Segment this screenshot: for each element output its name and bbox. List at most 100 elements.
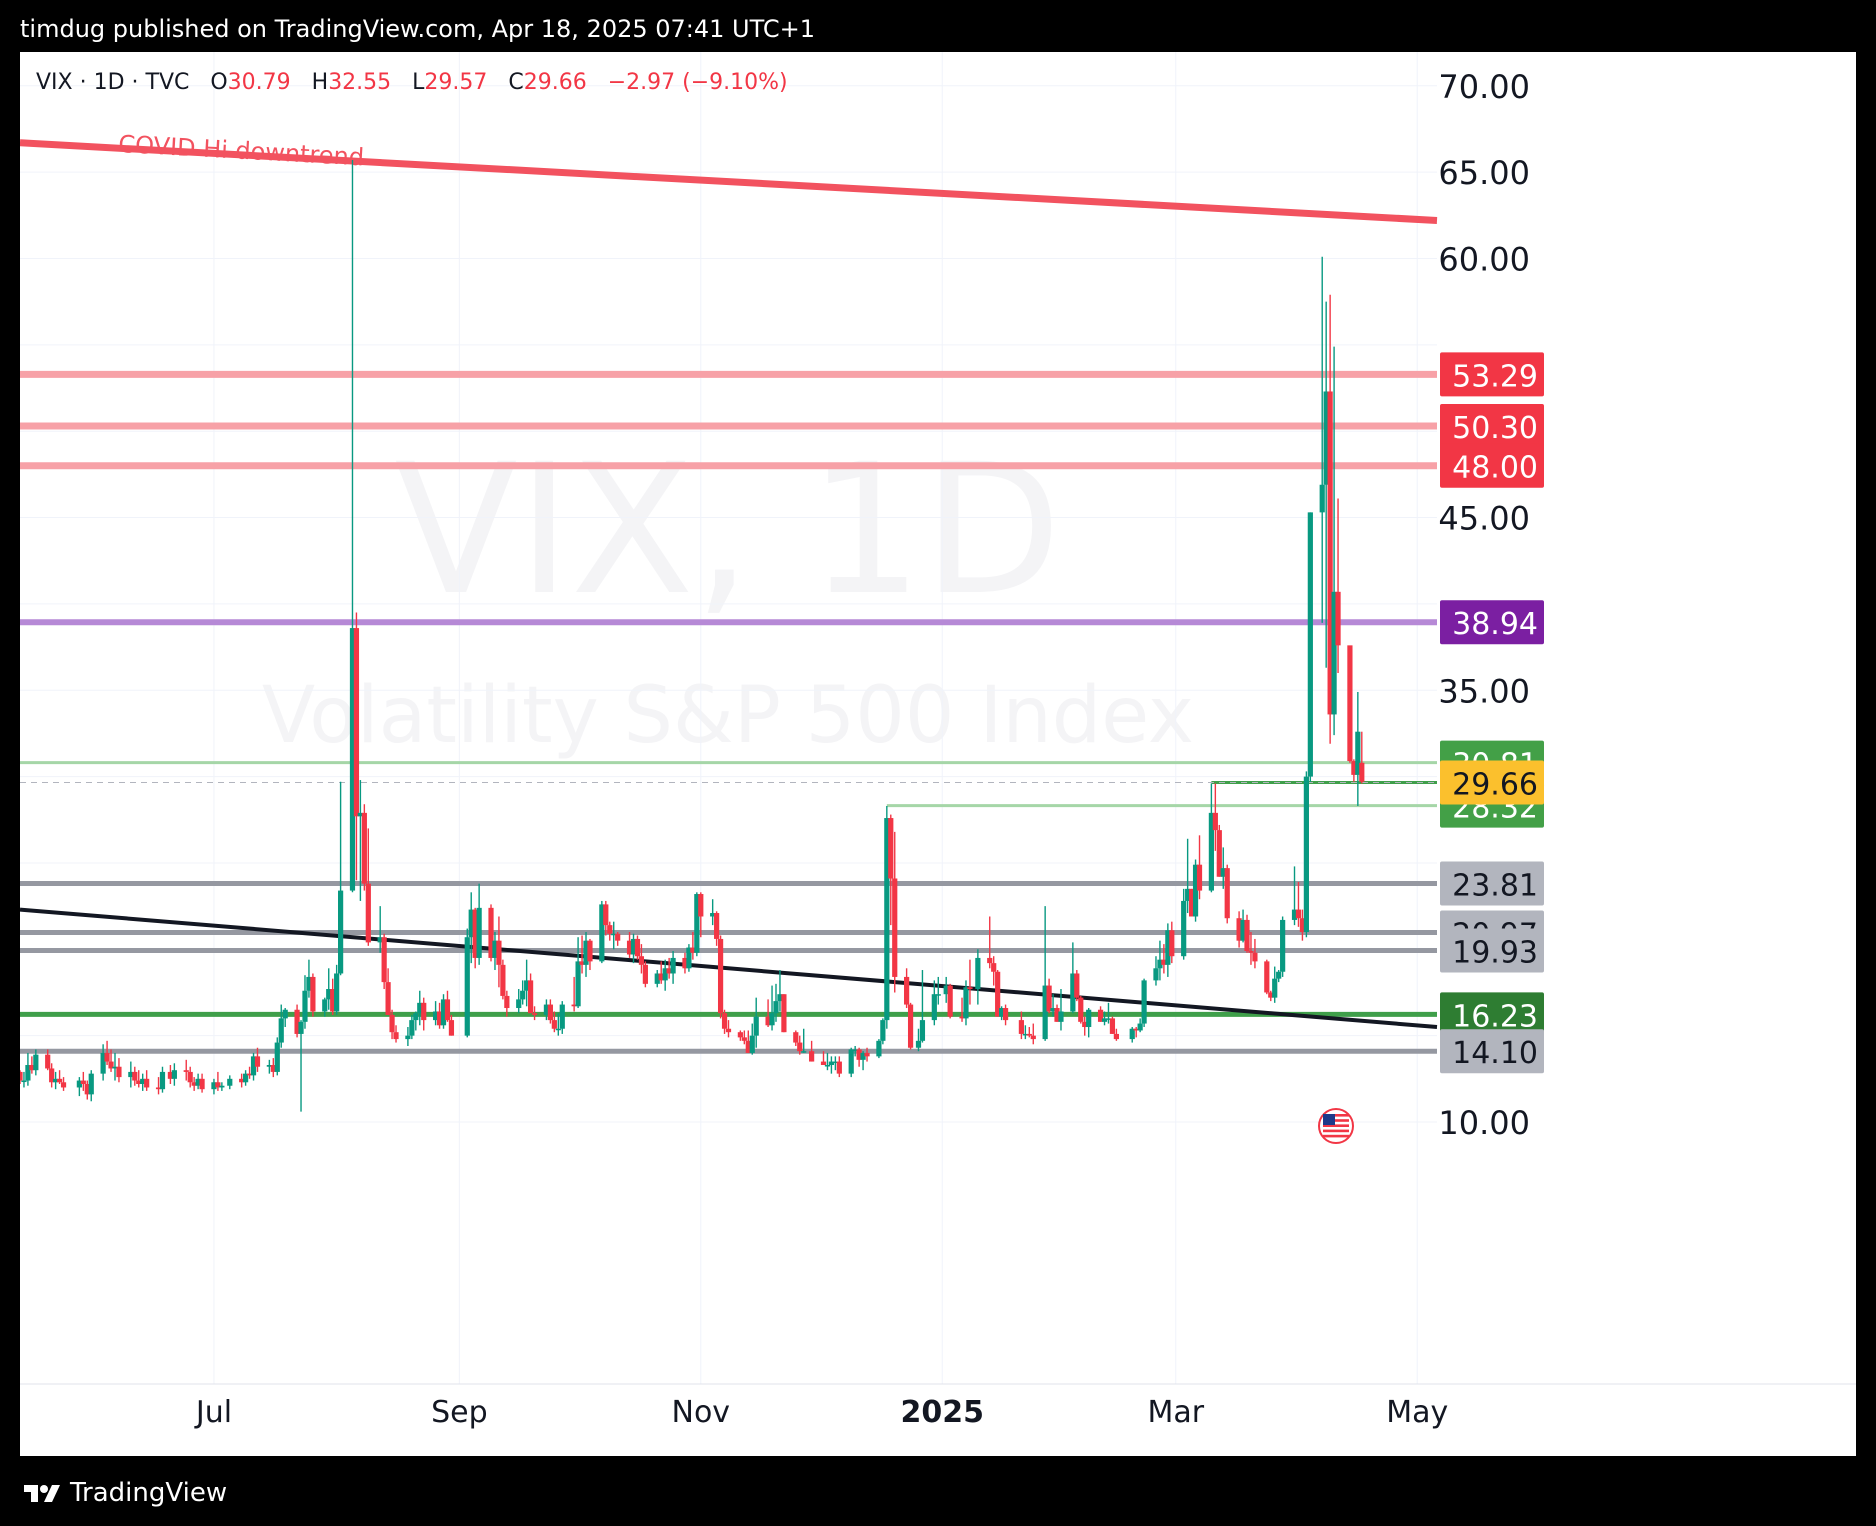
candle-body xyxy=(53,1078,59,1083)
candle-body xyxy=(852,1049,858,1051)
candle-body xyxy=(749,1035,755,1053)
time-tick-label: May xyxy=(1386,1395,1448,1430)
candle-body xyxy=(797,1042,803,1052)
candle-body xyxy=(915,1040,922,1048)
candles xyxy=(20,160,1365,1112)
trendline-label: COVID Hi downtrend xyxy=(118,130,365,171)
price-label-box xyxy=(1440,404,1544,449)
candle-body xyxy=(500,964,506,996)
candle-body xyxy=(29,1065,35,1071)
candle-body xyxy=(765,1016,771,1026)
candle-body xyxy=(468,909,474,938)
candle-body xyxy=(773,1001,779,1014)
candle-body xyxy=(1181,900,1187,957)
candle-body xyxy=(1240,919,1246,941)
flag-stripe xyxy=(1323,1124,1349,1127)
candle-body xyxy=(1030,1035,1036,1040)
candle-body xyxy=(848,1049,854,1074)
candle-body xyxy=(547,1004,553,1021)
candle-body xyxy=(80,1080,86,1085)
watermark-symbol: VIX, 1D xyxy=(394,426,1061,635)
candle-body xyxy=(642,964,648,984)
candle-body xyxy=(666,968,672,974)
candle-body xyxy=(1188,888,1195,917)
chart-panel[interactable]: VIX, 1D Volatility S&P 500 Index COVID Hi… xyxy=(20,52,1856,1456)
candle-body xyxy=(250,1056,257,1076)
candle-body xyxy=(274,1042,280,1072)
candle-body xyxy=(599,904,605,962)
candle-body xyxy=(132,1071,138,1081)
candle-body xyxy=(1086,1009,1092,1028)
candle-body xyxy=(1157,959,1163,969)
candle-body xyxy=(520,990,526,1000)
candle-body xyxy=(820,1061,827,1066)
candle-body xyxy=(1082,1021,1088,1028)
price-axis[interactable]: 10.00 35.00 45.00 60.00 65.00 70.00 xyxy=(1438,68,1530,1142)
candle-body xyxy=(227,1078,233,1086)
candle-body xyxy=(326,989,332,1000)
candle-body xyxy=(88,1073,94,1095)
candle-body xyxy=(104,1052,110,1062)
candle-body xyxy=(155,1087,162,1090)
candle-body xyxy=(579,961,585,965)
us-flag-icon[interactable] xyxy=(1318,1108,1354,1144)
flag-stripe xyxy=(1323,1134,1349,1138)
candle-body xyxy=(1105,1018,1112,1020)
candle-body xyxy=(809,1051,815,1062)
candle-body xyxy=(496,940,502,965)
candle-body xyxy=(1272,978,1278,998)
candle-body xyxy=(634,938,641,957)
tradingview-logo[interactable]: TradingView xyxy=(22,1478,227,1508)
candle-body xyxy=(836,1061,842,1074)
candle-body xyxy=(1307,512,1313,777)
candle-body xyxy=(864,1052,870,1057)
candle-body xyxy=(575,961,581,1007)
candle-body xyxy=(583,940,589,965)
candle-body xyxy=(1026,1033,1032,1036)
candle-body xyxy=(931,994,937,1021)
covid-downtrend-line xyxy=(20,139,1438,225)
candle-body xyxy=(1220,868,1226,877)
candle-body xyxy=(753,1016,759,1036)
price-label-text: 16.23 xyxy=(1452,999,1538,1034)
candle-body xyxy=(607,925,613,934)
candle-body xyxy=(1264,961,1270,993)
candle-body xyxy=(128,1071,134,1078)
close-value: 29.66 xyxy=(523,70,587,95)
flag-stripe xyxy=(1323,1114,1349,1117)
candle-body xyxy=(433,1011,439,1021)
price-tick-label: 65.00 xyxy=(1438,154,1530,192)
candle-body xyxy=(76,1080,82,1088)
candle-body xyxy=(919,1020,926,1041)
candle-body xyxy=(690,947,696,953)
flag-canton xyxy=(1323,1114,1335,1125)
price-label-text: 50.30 xyxy=(1452,411,1538,446)
time-axis[interactable]: Jul Sep Nov 2025 Mar May xyxy=(194,1395,1448,1430)
candle-body xyxy=(658,973,664,981)
candle-body xyxy=(1161,959,1167,965)
price-label-box xyxy=(1440,861,1544,906)
candle-body xyxy=(1303,776,1309,933)
candle-body xyxy=(698,894,704,917)
horizontal-levels xyxy=(20,370,1437,1054)
candle-body xyxy=(20,1071,23,1081)
candle-body xyxy=(603,904,609,926)
candle-body xyxy=(195,1078,201,1086)
candle-body xyxy=(694,894,700,953)
candle-body xyxy=(492,940,498,958)
symbol-label[interactable]: VIX · 1D · TVC xyxy=(36,70,190,95)
price-chart[interactable]: VIX, 1D Volatility S&P 500 Index COVID Hi… xyxy=(20,52,1856,1456)
candle-body xyxy=(1141,980,1147,1024)
candle-body xyxy=(1252,952,1258,962)
candle-body xyxy=(436,1011,443,1026)
candle-body xyxy=(389,1014,395,1033)
candle-body xyxy=(1268,992,1274,998)
candle-body xyxy=(385,982,391,1015)
price-label-box xyxy=(1440,443,1544,488)
candle-body xyxy=(670,957,676,974)
candle-body xyxy=(310,976,316,1012)
candle-body xyxy=(215,1082,221,1088)
candle-body xyxy=(717,938,724,1014)
candle-body xyxy=(254,1056,261,1067)
candle-body xyxy=(1018,1020,1024,1034)
